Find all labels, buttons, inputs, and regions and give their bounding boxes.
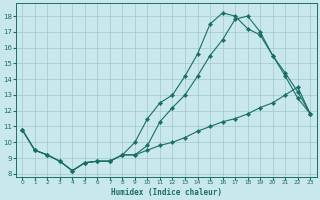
- X-axis label: Humidex (Indice chaleur): Humidex (Indice chaleur): [111, 188, 222, 197]
